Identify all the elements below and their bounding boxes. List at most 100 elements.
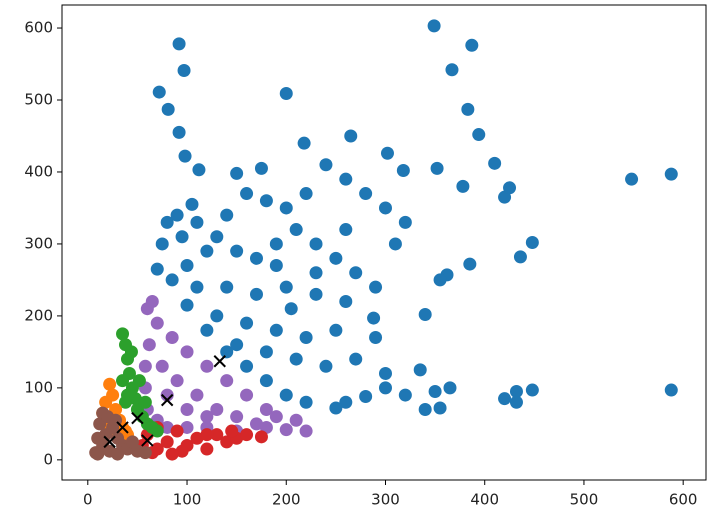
point <box>309 237 323 251</box>
point <box>230 166 244 180</box>
point <box>367 311 381 325</box>
point <box>116 374 130 388</box>
point <box>249 251 263 265</box>
point <box>378 201 392 215</box>
point <box>349 352 363 366</box>
point <box>180 298 194 312</box>
point <box>230 410 244 424</box>
point <box>664 167 678 181</box>
point <box>200 442 214 456</box>
point <box>170 208 184 222</box>
point <box>433 273 447 287</box>
x-tick-label: 500 <box>570 491 599 509</box>
point <box>155 359 169 373</box>
point <box>279 87 293 101</box>
point <box>430 161 444 175</box>
point <box>369 331 383 344</box>
centroid <box>160 393 174 407</box>
point <box>269 259 283 273</box>
point <box>279 280 293 294</box>
y-tick-label: 300 <box>24 234 53 252</box>
point <box>160 435 174 449</box>
point <box>269 237 283 251</box>
centroid <box>141 434 154 447</box>
point <box>509 384 523 398</box>
y-tick-label: 0 <box>43 450 53 468</box>
point <box>220 208 234 222</box>
point <box>398 388 412 402</box>
point <box>664 383 678 397</box>
point <box>165 447 179 461</box>
y-tick-label: 600 <box>24 19 53 37</box>
point <box>378 381 392 395</box>
point <box>240 428 254 442</box>
point <box>329 401 343 415</box>
point <box>150 424 164 438</box>
point <box>309 287 323 301</box>
point <box>180 420 194 434</box>
point <box>200 244 214 258</box>
point <box>398 215 412 229</box>
point <box>503 181 517 195</box>
point <box>463 257 477 271</box>
point <box>200 323 214 337</box>
point <box>192 163 206 177</box>
point <box>299 424 313 438</box>
point <box>230 244 244 258</box>
point <box>488 156 502 170</box>
y-tick-label: 200 <box>24 306 53 324</box>
point <box>142 338 156 352</box>
point <box>359 390 373 404</box>
point <box>200 410 214 424</box>
point <box>289 223 303 237</box>
point <box>160 420 174 434</box>
point <box>525 236 539 249</box>
y-tick-label: 400 <box>24 162 53 180</box>
x-tick-label: 300 <box>371 491 400 509</box>
point <box>132 374 146 388</box>
point <box>177 63 191 77</box>
point <box>210 309 224 323</box>
point <box>289 352 303 366</box>
point <box>145 295 159 309</box>
point <box>279 201 293 215</box>
point <box>210 230 224 244</box>
point <box>190 280 204 294</box>
point <box>259 345 273 359</box>
point <box>220 280 234 294</box>
point <box>200 359 214 373</box>
point <box>180 259 194 273</box>
point <box>91 447 105 461</box>
point <box>111 447 125 461</box>
point <box>138 359 152 373</box>
y-tick-label: 500 <box>24 91 53 109</box>
point <box>445 63 459 77</box>
point <box>349 266 363 280</box>
point <box>525 383 539 397</box>
point <box>150 316 164 330</box>
x-tick-label: 200 <box>272 491 301 509</box>
point <box>180 345 194 359</box>
point <box>344 129 358 143</box>
point <box>210 402 224 416</box>
x-tick-label: 0 <box>83 491 93 509</box>
point <box>99 428 113 442</box>
point <box>433 401 447 415</box>
point <box>498 392 512 406</box>
point <box>138 395 152 409</box>
point <box>259 402 273 416</box>
point <box>254 430 268 444</box>
point <box>190 215 204 229</box>
point <box>472 128 486 142</box>
point <box>339 223 353 237</box>
x-tick-label: 600 <box>669 491 698 509</box>
point <box>124 345 138 359</box>
point <box>339 295 353 309</box>
point <box>230 338 244 352</box>
point <box>155 237 169 251</box>
point <box>309 266 323 280</box>
point <box>428 384 442 398</box>
point <box>299 187 313 201</box>
point <box>299 331 313 344</box>
point <box>172 37 186 51</box>
